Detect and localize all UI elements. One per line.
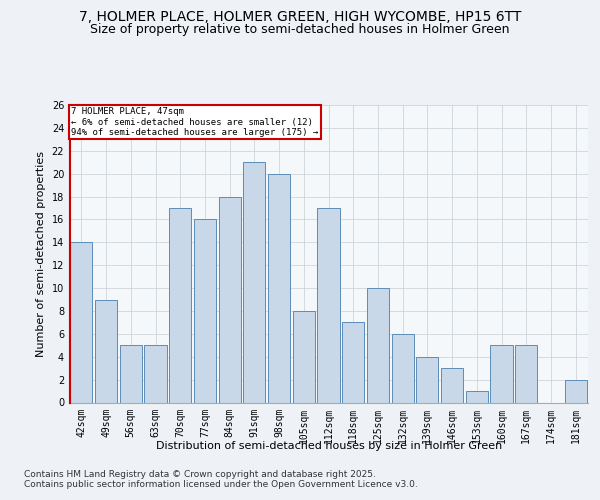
Bar [194, 220, 216, 402]
Bar [490, 346, 512, 403]
Text: Contains public sector information licensed under the Open Government Licence v3: Contains public sector information licen… [24, 480, 418, 489]
Bar [268, 174, 290, 402]
Bar [218, 196, 241, 402]
Bar [416, 356, 439, 403]
Bar [119, 346, 142, 403]
Bar [441, 368, 463, 402]
Bar [145, 346, 167, 403]
Bar [466, 391, 488, 402]
Text: 7 HOLMER PLACE, 47sqm
← 6% of semi-detached houses are smaller (12)
94% of semi-: 7 HOLMER PLACE, 47sqm ← 6% of semi-detac… [71, 108, 319, 137]
Text: Size of property relative to semi-detached houses in Holmer Green: Size of property relative to semi-detach… [90, 22, 510, 36]
Bar [342, 322, 364, 402]
Text: Distribution of semi-detached houses by size in Holmer Green: Distribution of semi-detached houses by … [155, 441, 502, 451]
Bar [70, 242, 92, 402]
Bar [169, 208, 191, 402]
Bar [565, 380, 587, 402]
Text: 7, HOLMER PLACE, HOLMER GREEN, HIGH WYCOMBE, HP15 6TT: 7, HOLMER PLACE, HOLMER GREEN, HIGH WYCO… [79, 10, 521, 24]
Bar [367, 288, 389, 403]
Bar [317, 208, 340, 402]
Text: Contains HM Land Registry data © Crown copyright and database right 2025.: Contains HM Land Registry data © Crown c… [24, 470, 376, 479]
Y-axis label: Number of semi-detached properties: Number of semi-detached properties [36, 151, 46, 357]
Bar [95, 300, 117, 403]
Bar [515, 346, 538, 403]
Bar [392, 334, 414, 402]
Bar [293, 311, 315, 402]
Bar [243, 162, 265, 402]
